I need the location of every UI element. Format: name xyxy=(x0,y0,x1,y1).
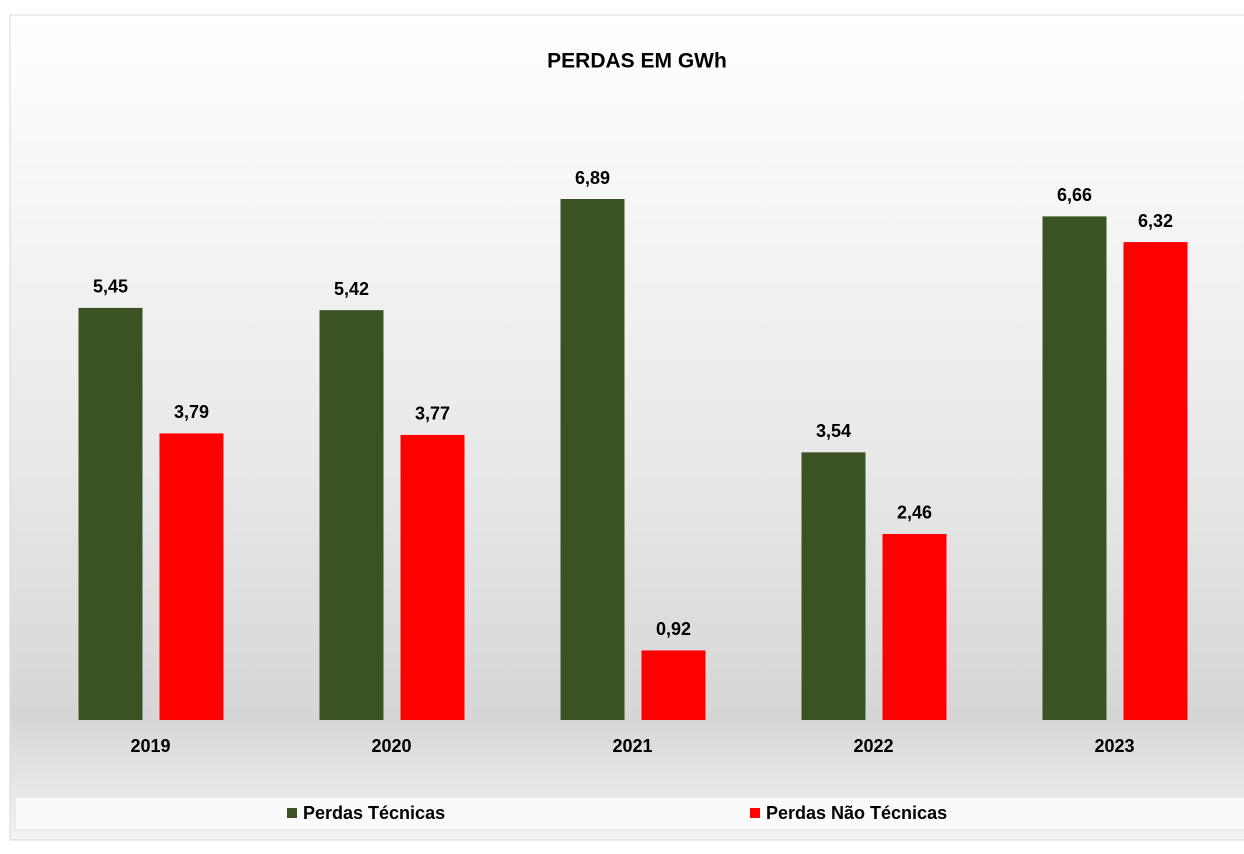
bar xyxy=(78,307,143,720)
bar xyxy=(319,310,384,720)
data-label: 5,45 xyxy=(93,277,128,297)
bar xyxy=(882,533,947,720)
data-label: 6,32 xyxy=(1138,211,1173,231)
x-tick-label: 2021 xyxy=(612,736,652,756)
legend-box xyxy=(14,796,1244,831)
legend-label: Perdas Técnicas xyxy=(303,803,445,823)
bar xyxy=(159,433,224,720)
bar xyxy=(1123,242,1188,720)
data-label: 3,77 xyxy=(415,404,450,424)
bar xyxy=(560,199,625,720)
chart-title: PERDAS EM GWh xyxy=(547,50,727,73)
data-label: 5,42 xyxy=(334,279,369,299)
data-label: 6,66 xyxy=(1057,185,1092,205)
bar xyxy=(641,650,706,720)
data-label: 2,46 xyxy=(897,503,932,523)
legend-label: Perdas Não Técnicas xyxy=(766,803,947,823)
data-label: 0,92 xyxy=(656,619,691,639)
data-label: 6,89 xyxy=(575,168,610,188)
legend-swatch xyxy=(287,808,297,818)
x-tick-label: 2019 xyxy=(130,736,170,756)
bar xyxy=(1042,216,1107,720)
bar xyxy=(400,434,465,720)
x-tick-label: 2023 xyxy=(1094,736,1134,756)
x-tick-label: 2022 xyxy=(853,736,893,756)
bar xyxy=(801,452,866,720)
legend-swatch xyxy=(750,808,760,818)
data-label: 3,54 xyxy=(816,421,851,441)
data-label: 3,79 xyxy=(174,402,209,422)
x-tick-label: 2020 xyxy=(371,736,411,756)
